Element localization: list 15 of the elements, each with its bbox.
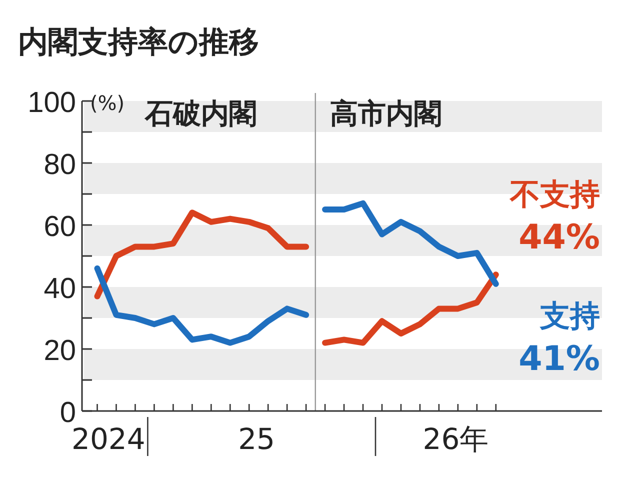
y-tick-label: 60 [44,211,76,243]
y-tick-label: 40 [44,273,76,305]
y-tick-label: 20 [44,335,76,367]
annotation: 石破内閣 [144,97,258,130]
text: 不支持 [509,178,600,213]
series-label: 支持 [539,298,600,334]
x-tick-label: 25 [238,422,276,456]
data-label: 41% [518,338,600,379]
annotation: 高市内閣 [330,97,442,130]
y-axis-title: (%) [90,91,125,115]
x-tick-label: 26年 [422,422,489,456]
y-tick-label: 80 [44,149,76,181]
y-tick-label: 100 [28,87,76,119]
data-label: 44% [518,218,600,258]
chart-title: 内閣支持率の推移 [18,25,259,60]
